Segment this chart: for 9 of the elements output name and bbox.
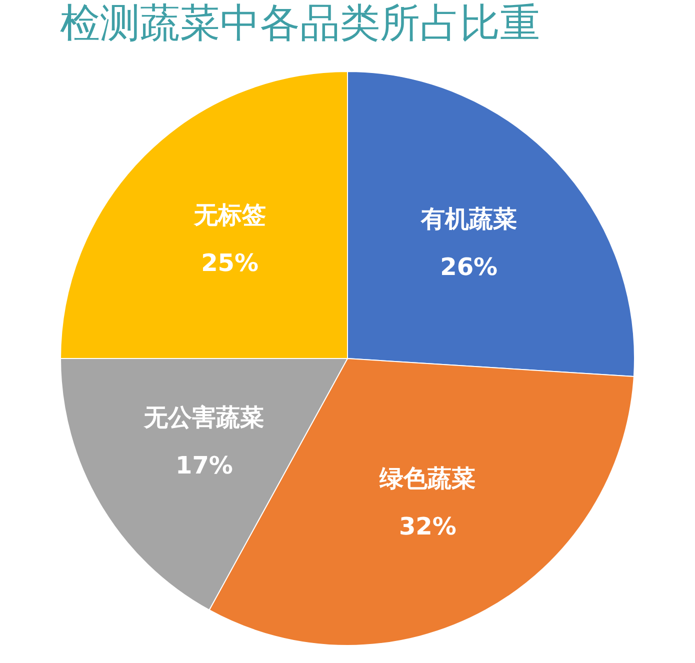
slice-label: 绿色蔬菜 [378, 464, 476, 493]
data-label: 17% [175, 451, 233, 480]
data-label: 26% [440, 252, 498, 281]
slice-label: 无公害蔬菜 [143, 403, 264, 432]
data-label: 32% [398, 512, 456, 541]
slice-label: 无标签 [192, 201, 266, 230]
slice-label: 有机蔬菜 [420, 204, 517, 233]
data-label: 25% [201, 249, 259, 278]
chart-title: 检测蔬菜中各品类所占比重 [60, 0, 540, 46]
